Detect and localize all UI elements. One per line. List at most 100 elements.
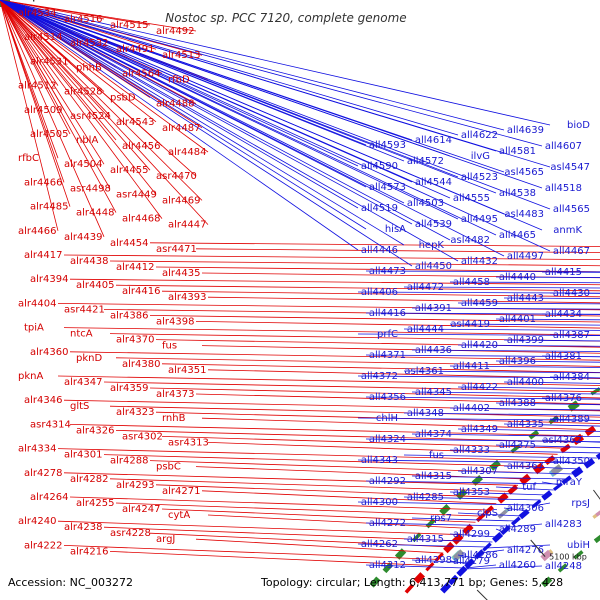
gene-label: asl4362 (542, 435, 582, 446)
gene-label: fus (429, 450, 444, 461)
label-connector (0, 0, 157, 195)
gene-label: all4343 (361, 455, 398, 466)
kbp-tick-label: 5450 kbp (0, 0, 38, 2)
gene-label: asl4565 (504, 167, 544, 178)
label-connector (0, 0, 197, 177)
label-connector (0, 0, 505, 257)
gene-label: hisA (385, 224, 406, 235)
gene-label: all4272 (369, 518, 406, 529)
gene-label: all4573 (369, 182, 406, 193)
label-connector (207, 442, 558, 455)
gene-label: alr4468 (122, 214, 160, 225)
gene-label: alr4447 (168, 220, 206, 231)
label-connector (495, 276, 600, 278)
label-connector (495, 360, 600, 363)
gene-label: alr4360 (30, 347, 68, 358)
label-connector (69, 424, 584, 437)
forward-gene-block (443, 541, 455, 554)
label-connector (63, 327, 600, 336)
label-connector (457, 428, 600, 432)
gene-label: all4436 (415, 345, 452, 356)
gene-label: all4374 (415, 429, 452, 440)
gene-label: all4276 (507, 545, 544, 556)
label-connector (457, 512, 522, 517)
label-connector (365, 480, 562, 485)
gene-label: alr4534 (18, 8, 56, 19)
label-connector (207, 296, 600, 304)
gene-label: asr4449 (116, 189, 157, 200)
label-connector (115, 357, 600, 367)
gene-label: all4348 (407, 408, 444, 419)
gene-label: pknD (76, 353, 102, 364)
reverse-gene-block (464, 558, 476, 569)
gene-label: alr4255 (76, 498, 114, 509)
gene-label: all4544 (415, 177, 452, 188)
label-connector (0, 0, 111, 189)
label-connector (0, 0, 157, 123)
label-connector (411, 475, 569, 480)
label-connector (0, 0, 413, 225)
reverse-gene-block (474, 549, 485, 560)
label-connector (103, 381, 600, 393)
label-connector (495, 444, 600, 449)
gene-label: alr4485 (30, 202, 68, 213)
gene-label: argJ (156, 534, 175, 545)
gene-label: alr4455 (110, 165, 148, 176)
label-connector (541, 355, 600, 358)
label-connector (69, 278, 600, 286)
label-connector (57, 520, 463, 536)
summary-text: Topology: circular; Length: 6,413,771 bp… (260, 576, 563, 589)
gene-label: hepK (419, 240, 445, 251)
label-connector (155, 266, 600, 273)
gene-label: all4353 (453, 487, 490, 498)
gene-label: alr4288 (110, 456, 148, 467)
gene-label: tpiA (24, 323, 44, 334)
gene-label: alr4247 (122, 504, 160, 515)
forward-gene-block (404, 583, 415, 594)
gene-label: all4473 (369, 266, 406, 277)
gene-label: all4607 (545, 141, 582, 152)
label-connector (503, 339, 600, 342)
gene-label: all4312 (369, 560, 406, 571)
label-connector (0, 0, 59, 86)
gene-label: all4375 (499, 440, 536, 451)
gene-label: alr4564 (122, 68, 160, 79)
label-connector (357, 543, 488, 548)
label-connector (357, 375, 600, 379)
label-connector (103, 454, 542, 468)
label-connector (403, 286, 600, 289)
gene-label: all4396 (499, 356, 536, 367)
gene-label: alr4416 (122, 286, 160, 297)
label-connector (457, 470, 575, 475)
reverse-gene-block (595, 449, 600, 460)
label-connector (449, 449, 600, 454)
gene-label: alr4516 (64, 14, 102, 25)
gene-label: all4356 (369, 392, 406, 403)
label-connector (195, 248, 600, 254)
label-connector (549, 376, 600, 379)
label-connector (0, 0, 71, 135)
gene-label: alr4466 (24, 177, 62, 188)
gc-dot (593, 533, 600, 544)
gene-label: all4285 (407, 492, 444, 503)
gene-label: alr4347 (64, 377, 102, 388)
gene-label: all4248 (545, 561, 582, 572)
gc-dot (382, 562, 394, 574)
label-connector (365, 564, 466, 569)
gene-label: pknA (18, 371, 43, 382)
label-connector (103, 526, 456, 542)
gene-labels: alr4534 alr4516 alr4515 alr4492 alr4514 alr45… (18, 8, 590, 572)
gene-label: all4262 (361, 539, 398, 550)
forward-gene-block (532, 462, 546, 475)
gc-dot (573, 550, 584, 560)
label-connector (357, 417, 600, 421)
gene-label: alr4412 (116, 262, 154, 273)
label-connector (161, 290, 600, 298)
gene-label: alr4515 (110, 20, 148, 31)
gene-label: psbD (110, 93, 136, 104)
gene-label: alr4326 (76, 425, 114, 436)
label-connector (0, 0, 451, 199)
label-connector (149, 387, 600, 399)
gc-dot (541, 576, 553, 588)
